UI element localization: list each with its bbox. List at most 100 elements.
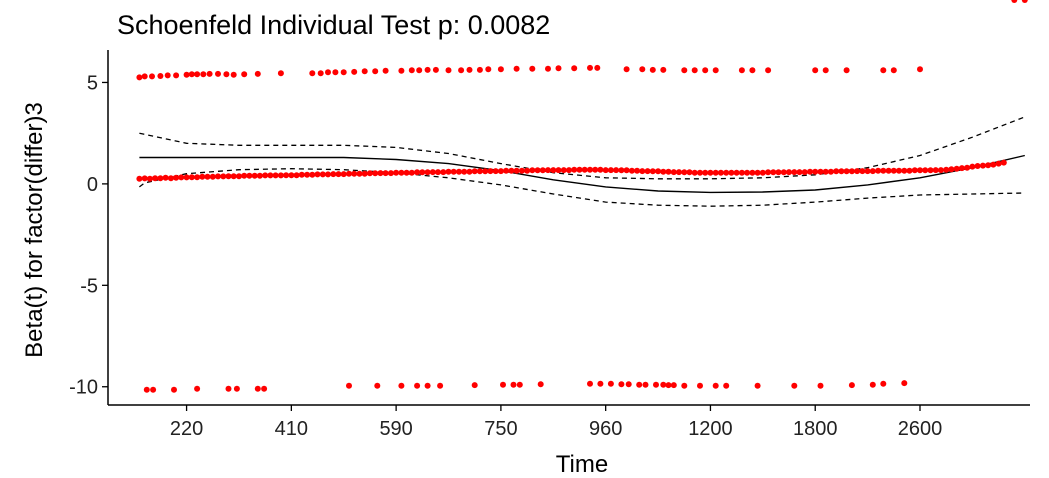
- residual-point: [398, 67, 405, 74]
- residual-point: [372, 68, 379, 75]
- residual-point: [466, 168, 473, 175]
- residual-point: [964, 164, 971, 171]
- residual-point: [848, 168, 855, 175]
- residual-point: [173, 174, 180, 181]
- residual-point: [267, 172, 274, 179]
- residual-point: [880, 67, 887, 74]
- residual-point: [812, 67, 819, 74]
- residual-point: [712, 382, 719, 389]
- residual-point: [670, 169, 677, 176]
- x-tick-label: 590: [379, 418, 412, 440]
- residual-point: [890, 67, 897, 74]
- residual-point: [634, 167, 641, 174]
- residual-point: [141, 175, 148, 182]
- residual-point: [445, 67, 452, 74]
- residual-point: [885, 167, 892, 174]
- residual-point: [220, 173, 227, 180]
- residual-point: [712, 67, 719, 74]
- residual-point: [225, 385, 232, 392]
- residual-point: [309, 171, 316, 178]
- residual-point: [416, 67, 423, 74]
- residual-point: [254, 385, 261, 392]
- residual-point: [555, 65, 562, 72]
- residual-point: [215, 173, 221, 180]
- residual-point: [628, 167, 635, 174]
- x-tick-label: 960: [589, 418, 622, 440]
- residual-point: [497, 168, 504, 175]
- residual-point: [209, 173, 216, 180]
- residual-point: [901, 167, 908, 174]
- residual-point: [953, 165, 960, 172]
- residual-point: [587, 380, 593, 387]
- residual-point: [398, 382, 405, 389]
- residual-point: [639, 168, 646, 175]
- residual-point: [765, 169, 772, 176]
- residual-point: [597, 166, 604, 173]
- residual-point: [686, 169, 693, 176]
- residual-point: [958, 165, 965, 172]
- residual-point: [157, 175, 164, 182]
- residual-point: [644, 168, 651, 175]
- residual-point: [943, 166, 950, 173]
- residual-point: [225, 173, 232, 180]
- y-tick-label: 0: [87, 174, 98, 196]
- residual-point: [246, 172, 253, 179]
- chart-title: Schoenfeld Individual Test p: 0.0082: [117, 10, 550, 40]
- residual-point: [325, 69, 331, 76]
- residual-point: [162, 174, 169, 181]
- residual-point: [1021, 0, 1028, 3]
- residual-point: [304, 171, 311, 178]
- residual-point: [516, 381, 523, 388]
- residual-point: [529, 167, 536, 174]
- residual-point: [387, 170, 394, 177]
- residual-point: [854, 168, 861, 175]
- residual-point: [476, 66, 483, 73]
- residual-point: [503, 167, 510, 174]
- residual-point: [974, 163, 981, 169]
- residual-point: [791, 169, 798, 176]
- residual-point: [665, 168, 672, 175]
- residual-point: [471, 382, 478, 389]
- residual-point: [149, 73, 155, 80]
- residual-point: [681, 67, 688, 74]
- residual-point: [325, 171, 331, 178]
- residual-point: [723, 382, 730, 389]
- residual-point: [875, 167, 882, 174]
- residual-point: [272, 172, 279, 179]
- residual-point: [298, 171, 305, 178]
- residual-point: [587, 64, 593, 71]
- residual-point: [424, 66, 431, 73]
- residual-point: [618, 167, 625, 174]
- residual-point: [749, 169, 756, 176]
- residual-point: [414, 382, 421, 389]
- residual-points: [136, 0, 1028, 393]
- residual-point: [173, 72, 180, 79]
- residual-point: [141, 73, 148, 80]
- residual-point: [335, 171, 342, 178]
- residual-point: [607, 167, 614, 174]
- residual-point: [838, 168, 845, 175]
- residual-point: [485, 66, 492, 73]
- residual-point: [625, 381, 632, 388]
- residual-point: [613, 167, 620, 174]
- residual-point: [432, 66, 439, 73]
- residual-point: [681, 382, 688, 389]
- residual-point: [471, 168, 478, 175]
- residual-point: [660, 66, 667, 73]
- residual-point: [555, 167, 562, 174]
- residual-point: [649, 168, 656, 175]
- x-tick-label: 410: [275, 418, 308, 440]
- residual-point: [403, 169, 410, 176]
- residual-point: [932, 167, 939, 174]
- residual-point: [458, 67, 465, 74]
- residual-point: [754, 382, 761, 389]
- residual-point: [372, 170, 379, 177]
- residual-point: [236, 173, 242, 180]
- residual-point: [665, 382, 672, 389]
- residual-point: [723, 169, 730, 176]
- residual-point: [707, 169, 714, 176]
- residual-point: [178, 174, 185, 181]
- residual-point: [330, 171, 337, 178]
- y-axis-ticks: -10 -5 0 5: [69, 72, 108, 399]
